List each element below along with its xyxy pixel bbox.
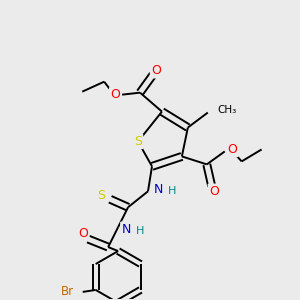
Text: O: O bbox=[110, 88, 120, 101]
Text: H: H bbox=[136, 226, 144, 236]
Text: N: N bbox=[153, 183, 163, 196]
Text: S: S bbox=[134, 135, 142, 148]
Text: O: O bbox=[78, 226, 88, 240]
Text: CH₃: CH₃ bbox=[218, 105, 237, 115]
Text: O: O bbox=[209, 185, 219, 198]
Text: O: O bbox=[228, 143, 238, 156]
Text: N: N bbox=[122, 223, 131, 236]
Text: Br: Br bbox=[61, 285, 74, 298]
Text: S: S bbox=[97, 189, 105, 202]
Text: H: H bbox=[168, 186, 176, 196]
Text: O: O bbox=[151, 64, 161, 77]
